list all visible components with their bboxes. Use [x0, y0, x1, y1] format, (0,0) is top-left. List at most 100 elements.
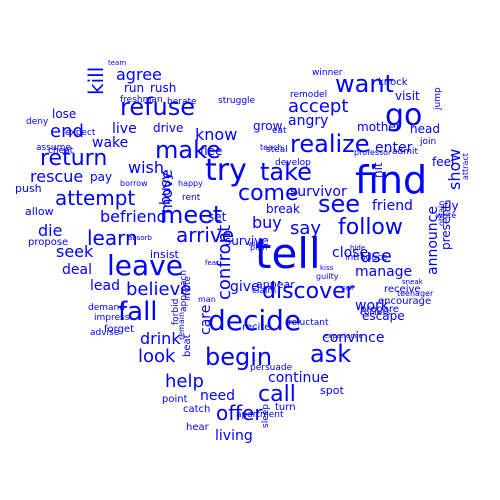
word-claim: claim — [252, 286, 276, 296]
word-say: say — [290, 218, 321, 239]
word-agree: agree — [116, 65, 162, 84]
word-survivor: survivor — [290, 184, 347, 200]
word-teenager: teenager — [397, 289, 434, 298]
word-discover: discover — [262, 279, 356, 304]
word-advise: advise — [90, 328, 120, 338]
word-borrow: borrow — [120, 179, 148, 188]
word-call: call — [258, 382, 296, 407]
word-end: end — [50, 121, 84, 142]
word-receive: receive — [384, 284, 421, 295]
word-cheat: cheat — [48, 146, 74, 156]
word-introduce: introduce — [345, 253, 388, 263]
word-believe: believe — [126, 279, 191, 300]
word-know: know — [195, 125, 237, 144]
word-deal: deal — [62, 262, 92, 278]
word-encourage: encourage — [378, 296, 431, 307]
word-enter: enter — [375, 140, 413, 156]
word-continue: continue — [268, 370, 329, 386]
word-follow: follow — [338, 215, 403, 240]
word-begin: begin — [205, 343, 272, 371]
word-forget: forget — [104, 324, 134, 335]
word-flee: flee — [200, 144, 222, 158]
word-busy: busy — [158, 172, 174, 205]
word-run: run — [124, 81, 144, 95]
word-knock: knock — [378, 77, 408, 88]
word-join: join — [419, 137, 436, 147]
word-set: set — [208, 210, 227, 224]
word-jump: jump — [433, 87, 443, 111]
word-grow: grow — [253, 119, 283, 133]
word-see: see — [318, 190, 360, 218]
word-teach: teach — [260, 143, 282, 152]
word-pay: pay — [90, 170, 112, 184]
word-turn: turn — [275, 402, 296, 413]
word-mother: mother — [357, 120, 401, 134]
word-die: die — [38, 221, 62, 240]
word-remain: remain — [177, 312, 186, 340]
word-lose: lose — [52, 107, 76, 121]
word-hit: hit — [371, 162, 385, 178]
word-rush: rush — [150, 81, 176, 95]
word-forbid: forbid — [171, 299, 181, 325]
word-care: care — [198, 305, 214, 335]
word-assume: assume — [36, 143, 71, 153]
word-fall: fall — [118, 297, 158, 327]
word-find: find — [355, 158, 427, 202]
word-return: return — [40, 146, 107, 171]
word-wake: wake — [92, 135, 128, 151]
word-survive: survive — [225, 234, 269, 248]
word-learn: learn — [87, 226, 138, 250]
word-obtain: obtain — [437, 201, 446, 226]
word-guilty: guilty — [316, 272, 339, 281]
word-offer: offer — [216, 401, 263, 425]
word-work: work — [355, 298, 390, 314]
word-allow: allow — [25, 205, 54, 218]
word-eat: eat — [272, 126, 287, 136]
word-sell: sell — [342, 284, 354, 292]
word-reluctant: reluctant — [288, 318, 329, 328]
word-admit: admit — [392, 147, 418, 157]
word-man: man — [198, 295, 216, 304]
word-winner: winner — [312, 68, 343, 78]
word-professor: professor — [354, 148, 392, 157]
word-appear: appear — [256, 278, 295, 291]
word-demand: demand — [88, 303, 125, 313]
word-seek: seek — [56, 242, 94, 261]
word-propose: propose — [28, 237, 68, 248]
word-befriend: befriend — [100, 207, 167, 226]
word-expect: expect — [65, 128, 96, 138]
word-accept: accept — [288, 96, 348, 117]
word-wish: wish — [128, 158, 164, 177]
word-win: win — [248, 240, 260, 248]
word-kiss: kiss — [320, 264, 334, 272]
word-kill: kill — [84, 67, 108, 95]
word-decide: decide — [208, 304, 301, 337]
word-apartment: apartment — [236, 410, 284, 420]
word-live: live — [112, 121, 137, 137]
word-approach: approach — [179, 270, 189, 312]
word-ask: ask — [310, 340, 351, 368]
word-convince: convince — [322, 330, 385, 346]
word-berate: berate — [167, 97, 197, 107]
word-buy: buy — [252, 213, 282, 232]
word-impress: impress — [94, 313, 130, 323]
word-look: look — [138, 346, 176, 367]
word-fly: fly — [444, 199, 459, 213]
word-recite: recite — [242, 322, 270, 333]
word-go: go — [385, 98, 422, 133]
word-confront: confront — [214, 225, 235, 300]
word-come: come — [238, 181, 299, 206]
word-deny: deny — [26, 117, 49, 127]
word-freshman: freshman — [120, 95, 163, 105]
word-write: write — [436, 211, 456, 220]
word-escape: escape — [362, 309, 405, 323]
word-push: push — [15, 182, 42, 195]
word-angry: angry — [288, 113, 328, 129]
word-rescue: rescue — [30, 167, 83, 186]
word-living: living — [215, 428, 253, 444]
word-lead: lead — [90, 278, 120, 294]
word-close: close — [332, 245, 368, 261]
word-present: present — [439, 204, 453, 250]
word-sleep: sleep — [261, 404, 271, 428]
